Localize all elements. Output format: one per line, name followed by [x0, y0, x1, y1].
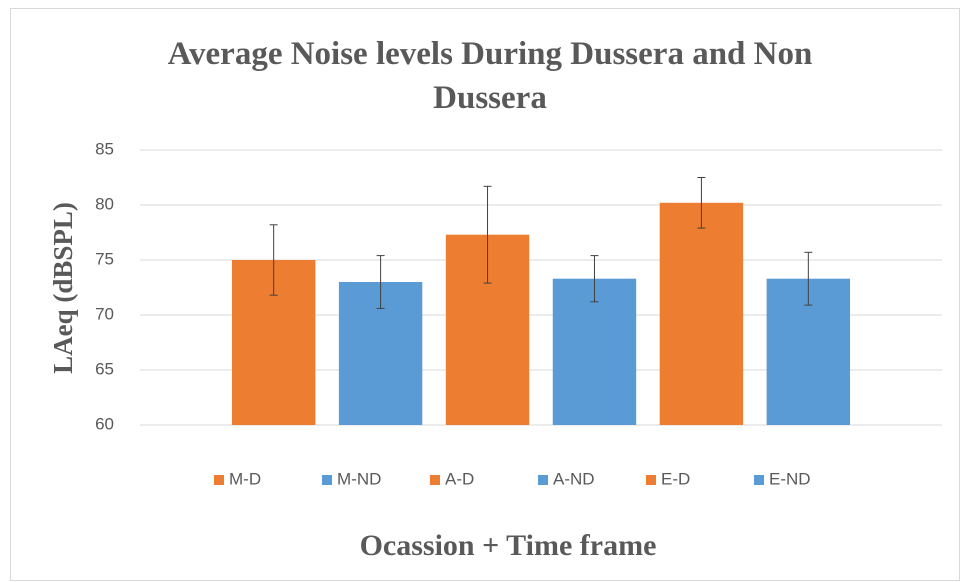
y-tick-label: 65	[95, 359, 114, 378]
bar	[552, 278, 637, 425]
y-tick-label: 60	[95, 414, 114, 433]
legend-label: M-ND	[337, 469, 381, 488]
y-tick-label: 75	[95, 249, 114, 268]
legend-swatch	[214, 475, 224, 485]
legend-label: A-ND	[553, 469, 595, 488]
legend-swatch	[430, 475, 440, 485]
x-axis-label: Ocassion + Time frame	[360, 529, 657, 562]
y-tick-label: 70	[95, 304, 114, 323]
legend-label: E-D	[661, 469, 690, 488]
legend-swatch	[754, 475, 764, 485]
legend-swatch	[646, 475, 656, 485]
legend-label: M-D	[229, 469, 261, 488]
legend-label: A-D	[445, 469, 474, 488]
legend-label: E-ND	[769, 469, 811, 488]
legend-swatch	[322, 475, 332, 485]
y-tick-label: 85	[95, 139, 114, 158]
y-tick-label: 80	[95, 194, 114, 213]
chart-title: Average Noise levels During Dussera and …	[167, 36, 813, 116]
y-axis-label: LAeq (dBSPL)	[48, 202, 78, 374]
legend-swatch	[538, 475, 548, 485]
bar	[659, 202, 744, 425]
